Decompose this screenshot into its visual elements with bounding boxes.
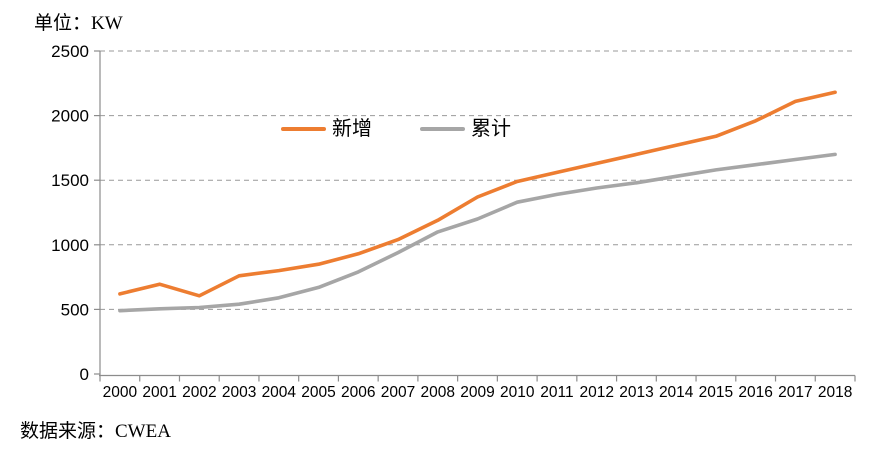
source-label: 数据来源：CWEA [20,421,171,442]
y-tick-label-1500: 1500 [51,171,89,190]
unit-label: 单位：KW [34,13,123,34]
legend-item-added: 新增 [281,119,372,139]
y-tick-label-500: 500 [61,300,89,319]
x-tick-label-2006: 2006 [341,384,375,401]
x-tick-label-2000: 2000 [103,384,138,401]
series-line-cumulative [118,152,837,313]
y-tick-label-2000: 2000 [51,107,89,126]
x-tick-label-2014: 2014 [659,384,694,401]
x-tick-label-2013: 2013 [619,384,653,401]
x-tick-label-2003: 2003 [222,384,256,401]
x-tick-label-2018: 2018 [818,384,852,401]
y-tick-label-2500: 2500 [51,42,89,61]
x-tick-label-2015: 2015 [699,384,733,401]
legend-label-added: 新增 [332,118,372,140]
x-tick-label-2005: 2005 [301,384,335,401]
x-tick-label-2008: 2008 [421,384,455,401]
series-line-added [118,90,837,298]
legend-line-added-icon [281,127,326,131]
x-tick-label-2001: 2001 [142,384,176,401]
x-tick-label-2009: 2009 [460,384,494,401]
legend-line-cumulative-icon [420,127,465,131]
chart-legend: 新增 累计 [281,119,511,139]
x-tick-label-2012: 2012 [579,384,613,401]
x-tick-label-2010: 2010 [500,384,535,401]
y-tick-label-0: 0 [80,365,89,384]
x-tick-label-2017: 2017 [778,384,812,401]
x-tick-label-2002: 2002 [182,384,216,401]
x-tick-label-2004: 2004 [262,384,297,401]
legend-label-cumulative: 累计 [471,118,511,140]
x-tick-label-2011: 2011 [540,384,573,401]
x-tick-label-2007: 2007 [381,384,415,401]
x-tick-label-2016: 2016 [738,384,772,401]
y-tick-label-1000: 1000 [51,236,89,255]
legend-item-cumulative: 累计 [420,119,511,139]
